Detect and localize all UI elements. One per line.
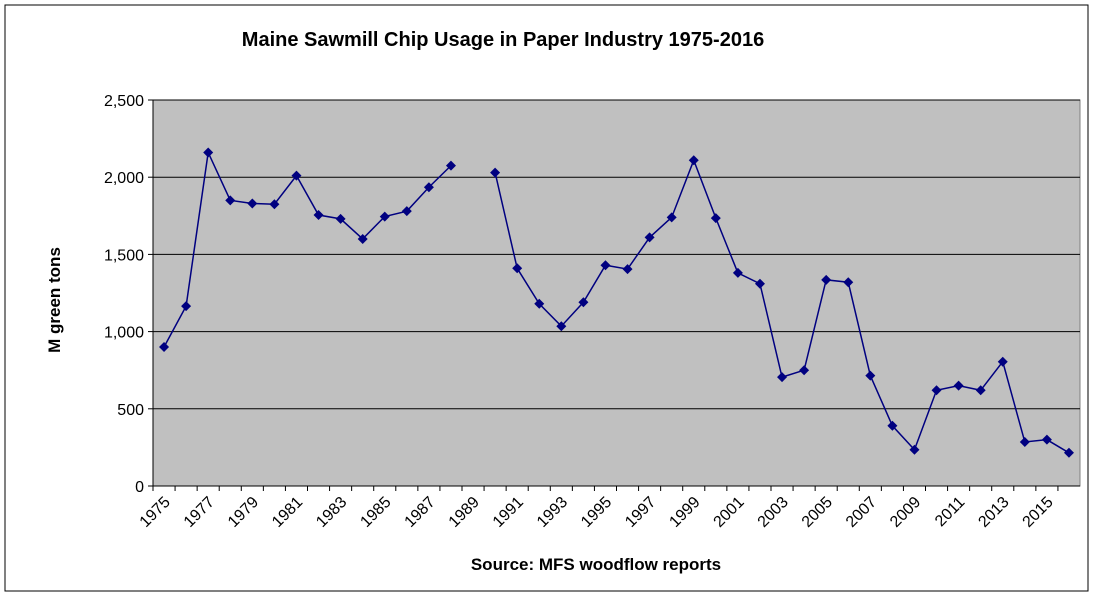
chart-title: Maine Sawmill Chip Usage in Paper Indust… bbox=[242, 29, 764, 51]
data-point bbox=[754, 278, 765, 289]
data-point bbox=[379, 211, 390, 222]
y-tick-label: 1,500 bbox=[104, 247, 144, 264]
data-point bbox=[578, 297, 589, 308]
data-point bbox=[423, 182, 434, 193]
data-point bbox=[291, 170, 302, 181]
x-axis-label: Source: MFS woodflow reports bbox=[471, 555, 721, 574]
plot-area bbox=[152, 99, 1081, 487]
data-point bbox=[887, 420, 898, 431]
data-point bbox=[313, 210, 324, 221]
data-point bbox=[181, 301, 192, 312]
data-point bbox=[843, 277, 854, 288]
data-point bbox=[953, 380, 964, 391]
data-point bbox=[225, 195, 236, 206]
data-point bbox=[490, 167, 501, 178]
data-point bbox=[600, 260, 611, 271]
y-axis-label: M green tons bbox=[45, 247, 64, 353]
y-tick-label: 500 bbox=[117, 402, 144, 419]
data-point bbox=[666, 212, 677, 223]
data-point bbox=[1063, 447, 1074, 458]
data-point bbox=[732, 267, 743, 278]
data-point bbox=[534, 298, 545, 309]
y-tick-label: 2,500 bbox=[104, 93, 144, 110]
data-point bbox=[247, 198, 258, 209]
data-point bbox=[865, 370, 876, 381]
data-point bbox=[777, 372, 788, 383]
data-point bbox=[997, 356, 1008, 367]
data-point bbox=[512, 263, 523, 274]
data-point bbox=[445, 160, 456, 171]
data-point bbox=[644, 232, 655, 243]
data-point bbox=[622, 264, 633, 275]
data-point bbox=[909, 444, 920, 455]
data-point bbox=[335, 213, 346, 224]
data-point bbox=[688, 155, 699, 166]
data-point bbox=[556, 321, 567, 332]
data-point bbox=[931, 385, 942, 396]
data-point bbox=[401, 206, 412, 217]
data-point bbox=[203, 147, 214, 158]
data-point bbox=[975, 385, 986, 396]
data-point bbox=[821, 274, 832, 285]
data-point bbox=[799, 365, 810, 376]
y-tick-label: 2,000 bbox=[104, 170, 144, 187]
data-point bbox=[1019, 436, 1030, 447]
data-point bbox=[1041, 434, 1052, 445]
data-point bbox=[710, 213, 721, 224]
data-point bbox=[357, 233, 368, 244]
y-tick-label: 1,000 bbox=[104, 325, 144, 342]
data-point bbox=[159, 342, 170, 353]
data-point bbox=[269, 199, 280, 210]
y-tick-label: 0 bbox=[135, 479, 144, 496]
